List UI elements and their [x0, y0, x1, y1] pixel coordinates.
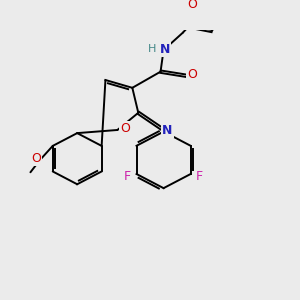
- Text: N: N: [160, 43, 170, 56]
- Text: O: O: [31, 152, 41, 164]
- Text: F: F: [124, 170, 131, 183]
- Text: O: O: [187, 0, 197, 11]
- Text: H: H: [148, 44, 156, 54]
- Text: O: O: [187, 68, 197, 81]
- Text: N: N: [162, 124, 172, 137]
- Text: F: F: [196, 170, 203, 183]
- Text: O: O: [120, 122, 130, 135]
